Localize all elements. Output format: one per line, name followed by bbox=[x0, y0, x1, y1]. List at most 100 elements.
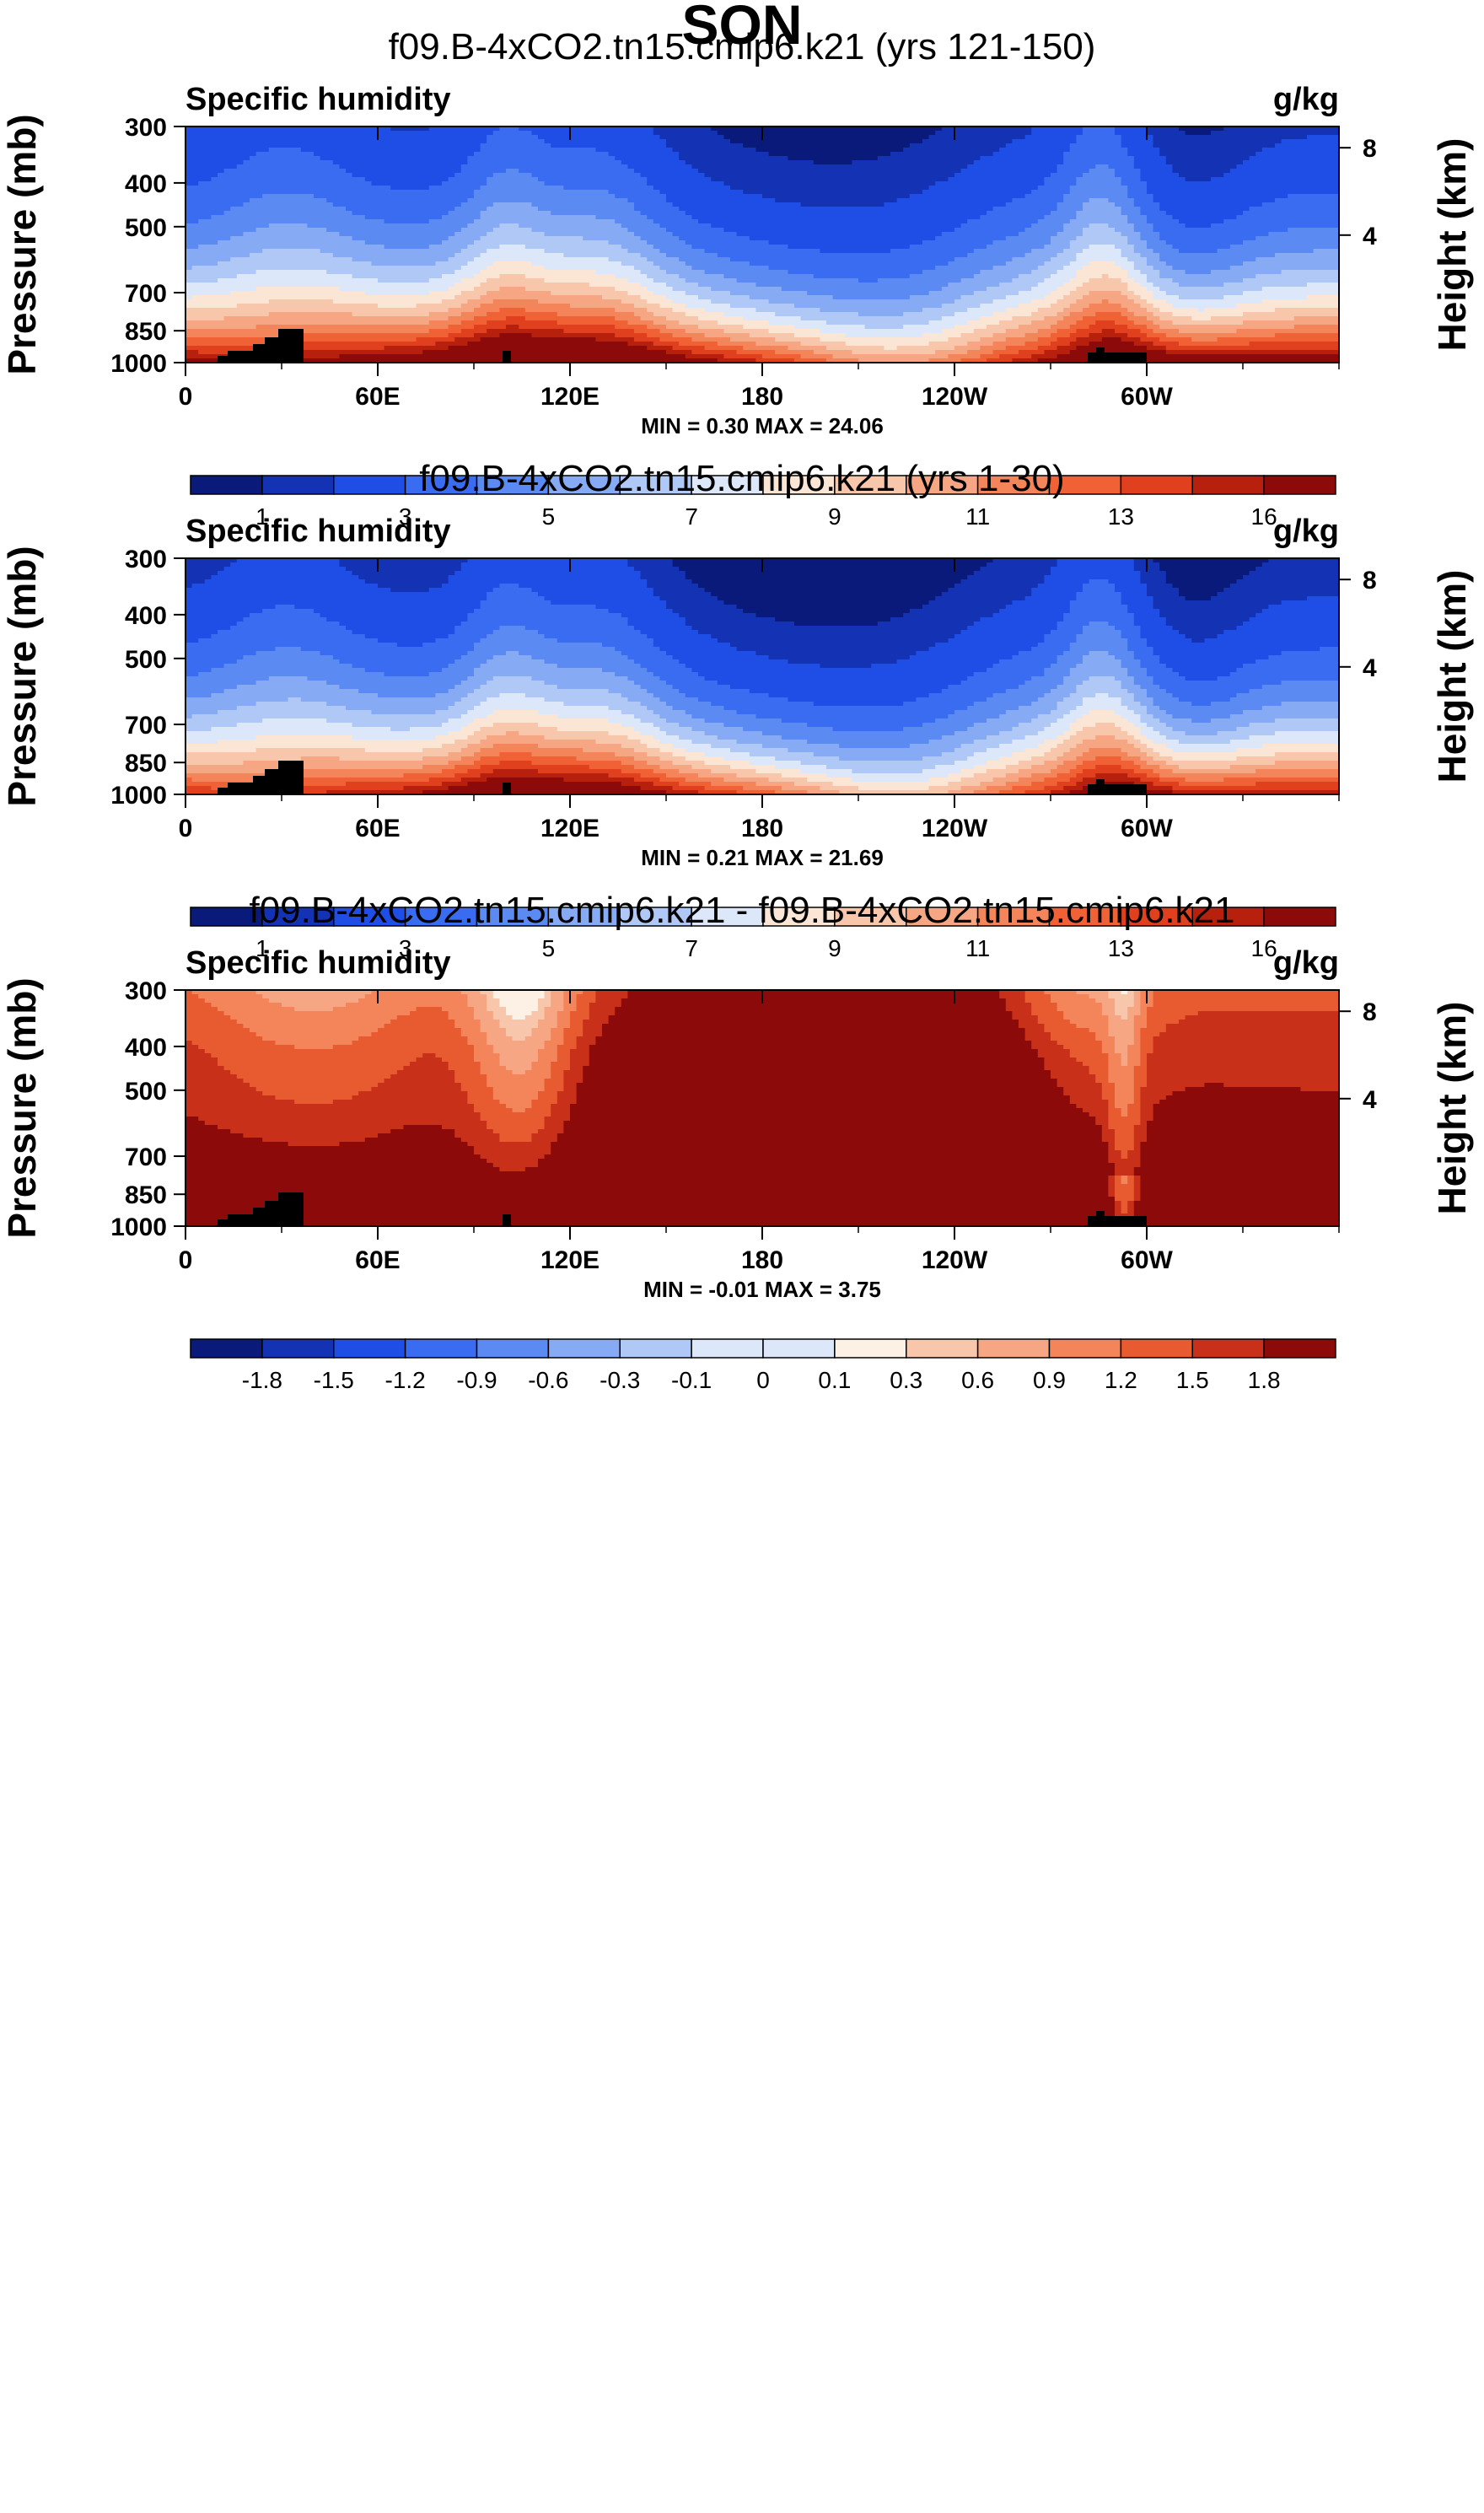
contour-cell bbox=[448, 211, 481, 216]
contour-cell bbox=[1179, 295, 1224, 300]
contour-cell bbox=[807, 723, 923, 728]
contour-cell bbox=[1261, 562, 1340, 568]
contour-cell bbox=[186, 596, 487, 601]
contour-cell bbox=[499, 333, 532, 338]
contour-cell bbox=[615, 156, 680, 161]
contour-cell bbox=[570, 1015, 590, 1020]
contour-cell bbox=[512, 1108, 526, 1113]
contour-cell bbox=[186, 769, 276, 774]
contour-cell bbox=[186, 1057, 218, 1063]
contour-cell bbox=[332, 655, 462, 660]
contour-cell bbox=[474, 219, 616, 224]
contour-cell bbox=[960, 295, 1007, 300]
contour-cell bbox=[608, 1015, 1013, 1020]
contour-cell bbox=[954, 634, 1045, 639]
contour-cell bbox=[1057, 253, 1077, 258]
contour-cell bbox=[1063, 761, 1083, 766]
contour-cell bbox=[1037, 744, 1058, 749]
contour-cell bbox=[1101, 299, 1109, 304]
contour-cell bbox=[987, 761, 1019, 766]
contour-cell bbox=[364, 291, 430, 296]
contour-cell bbox=[1133, 744, 1148, 749]
contour-cell bbox=[1005, 1003, 1032, 1008]
contour-cell bbox=[538, 710, 622, 715]
contour-cell bbox=[1153, 329, 1180, 334]
contour-cell bbox=[236, 659, 340, 665]
contour-cell bbox=[186, 1159, 487, 1164]
contour-cell bbox=[1108, 1121, 1141, 1126]
contour-cell bbox=[647, 215, 692, 220]
contour-cell bbox=[288, 778, 430, 783]
contour-cell bbox=[1147, 245, 1173, 250]
x-tick-label: 60W bbox=[1121, 383, 1173, 411]
contour-cell bbox=[223, 689, 359, 694]
contour-cell bbox=[243, 1024, 385, 1029]
contour-cell bbox=[186, 558, 238, 563]
contour-cell bbox=[1153, 223, 1186, 229]
contour-cell bbox=[487, 697, 546, 702]
contour-cell bbox=[1037, 714, 1064, 719]
contour-cell bbox=[499, 1062, 532, 1067]
contour-cell bbox=[1159, 706, 1263, 711]
contour-cell bbox=[992, 558, 1058, 563]
contour-cell bbox=[621, 651, 667, 656]
contour-cell bbox=[775, 198, 898, 203]
contour-cell bbox=[1159, 270, 1186, 275]
contour-cell bbox=[595, 148, 674, 153]
contour-cell bbox=[948, 790, 975, 795]
contour-cell bbox=[364, 1138, 462, 1143]
contour-cell bbox=[1127, 773, 1148, 778]
contour-cell bbox=[352, 274, 443, 279]
contour-cell bbox=[186, 1007, 218, 1012]
contour-cell bbox=[941, 735, 987, 740]
contour-cell bbox=[460, 312, 487, 317]
contour-cell bbox=[1179, 630, 1224, 635]
contour-cell bbox=[1108, 1062, 1122, 1067]
contour-cell bbox=[524, 274, 616, 279]
contour-cell bbox=[1153, 1041, 1340, 1046]
contour-cell bbox=[1140, 1159, 1340, 1164]
contour-cell bbox=[1153, 143, 1276, 148]
contour-cell bbox=[743, 190, 923, 195]
contour-cell bbox=[1293, 316, 1340, 321]
contour-cell bbox=[762, 194, 911, 199]
contour-cell bbox=[1140, 579, 1167, 584]
contour-cell bbox=[198, 994, 263, 999]
contour-cell bbox=[474, 1146, 551, 1151]
contour-cell bbox=[211, 1053, 423, 1058]
contour-cell bbox=[1140, 177, 1186, 182]
contour-cell bbox=[230, 257, 353, 262]
contour-cell bbox=[1127, 1062, 1141, 1067]
contour-cell bbox=[1127, 1053, 1141, 1058]
contour-cell bbox=[499, 1053, 539, 1058]
left-label: Specific humidity bbox=[186, 945, 451, 981]
contour-cell bbox=[1147, 1066, 1340, 1071]
contour-cell bbox=[403, 1066, 449, 1071]
contour-cell bbox=[544, 1117, 571, 1122]
contour-cell bbox=[531, 333, 616, 338]
contour-cell bbox=[1063, 198, 1090, 203]
contour-cell bbox=[435, 342, 468, 347]
contour-cell bbox=[1115, 1184, 1135, 1189]
contour-cell bbox=[570, 1062, 590, 1067]
contour-cell bbox=[922, 139, 1013, 144]
contour-cell bbox=[685, 710, 738, 715]
contour-cell bbox=[1115, 329, 1141, 334]
contour-cell bbox=[538, 769, 622, 774]
contour-cell bbox=[1031, 249, 1064, 254]
contour-cell bbox=[371, 1087, 462, 1092]
contour-cell bbox=[1133, 735, 1148, 740]
contour-cell bbox=[1069, 672, 1128, 677]
contour-cell bbox=[186, 740, 218, 745]
contour-cell bbox=[1108, 1074, 1135, 1079]
contour-cell bbox=[1255, 613, 1340, 618]
contour-cell bbox=[653, 710, 686, 715]
contour-cell bbox=[474, 1045, 494, 1050]
contour-cell bbox=[556, 664, 642, 669]
contour-cell bbox=[621, 299, 648, 304]
contour-cell bbox=[1133, 261, 1148, 266]
contour-cell bbox=[538, 1049, 558, 1054]
contour-cell bbox=[1115, 131, 1148, 136]
contour-cell bbox=[723, 135, 930, 140]
contour-cell bbox=[551, 143, 667, 148]
